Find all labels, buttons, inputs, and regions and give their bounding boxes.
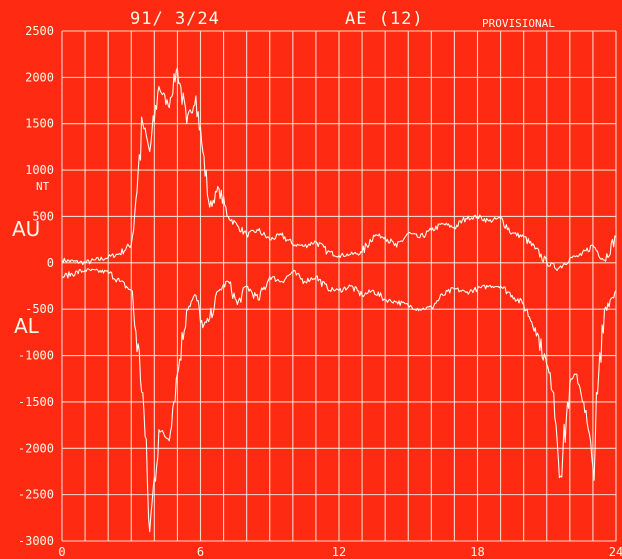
y-tick-label: -1500: [18, 395, 54, 409]
y-tick-label: 0: [47, 256, 54, 270]
x-tick-label: 6: [197, 545, 204, 559]
chart-title-index: AE (12): [345, 9, 424, 29]
y-tick-label: 1000: [25, 163, 54, 177]
x-tick-label: 18: [470, 545, 484, 559]
x-tick-label: 0: [58, 545, 65, 559]
y-tick-label: -2500: [18, 488, 54, 502]
chart-title-status: PROVISIONAL: [482, 17, 555, 30]
y-tick-label: 2000: [25, 70, 54, 84]
x-tick-label: 24: [609, 545, 622, 559]
x-tick-label: 12: [332, 545, 346, 559]
y-axis-ticks: 2500 2000 1500 1000 500 0 -500 -1000 -1500 -2000 -…: [18, 24, 54, 548]
series-label-al: AL: [14, 314, 40, 338]
series-line-au: [61, 67, 617, 272]
series-label-au: AU: [12, 217, 40, 241]
y-tick-label: 2500: [25, 24, 54, 38]
series-line-al: [61, 268, 617, 533]
y-tick-label: 1500: [25, 117, 54, 131]
x-axis-ticks: 0 6 12 18 24: [58, 545, 622, 559]
y-tick-label: -2000: [18, 441, 54, 455]
y-tick-label: -1000: [18, 349, 54, 363]
chart-grid: [61, 30, 617, 542]
y-tick-label: -500: [25, 302, 54, 316]
chart-title-date: 91/ 3/24: [130, 9, 220, 29]
y-tick-label: -3000: [18, 534, 54, 548]
unit-label: NT: [36, 180, 50, 193]
chart-traces: [61, 67, 617, 533]
y-tick-label: 500: [32, 209, 54, 223]
